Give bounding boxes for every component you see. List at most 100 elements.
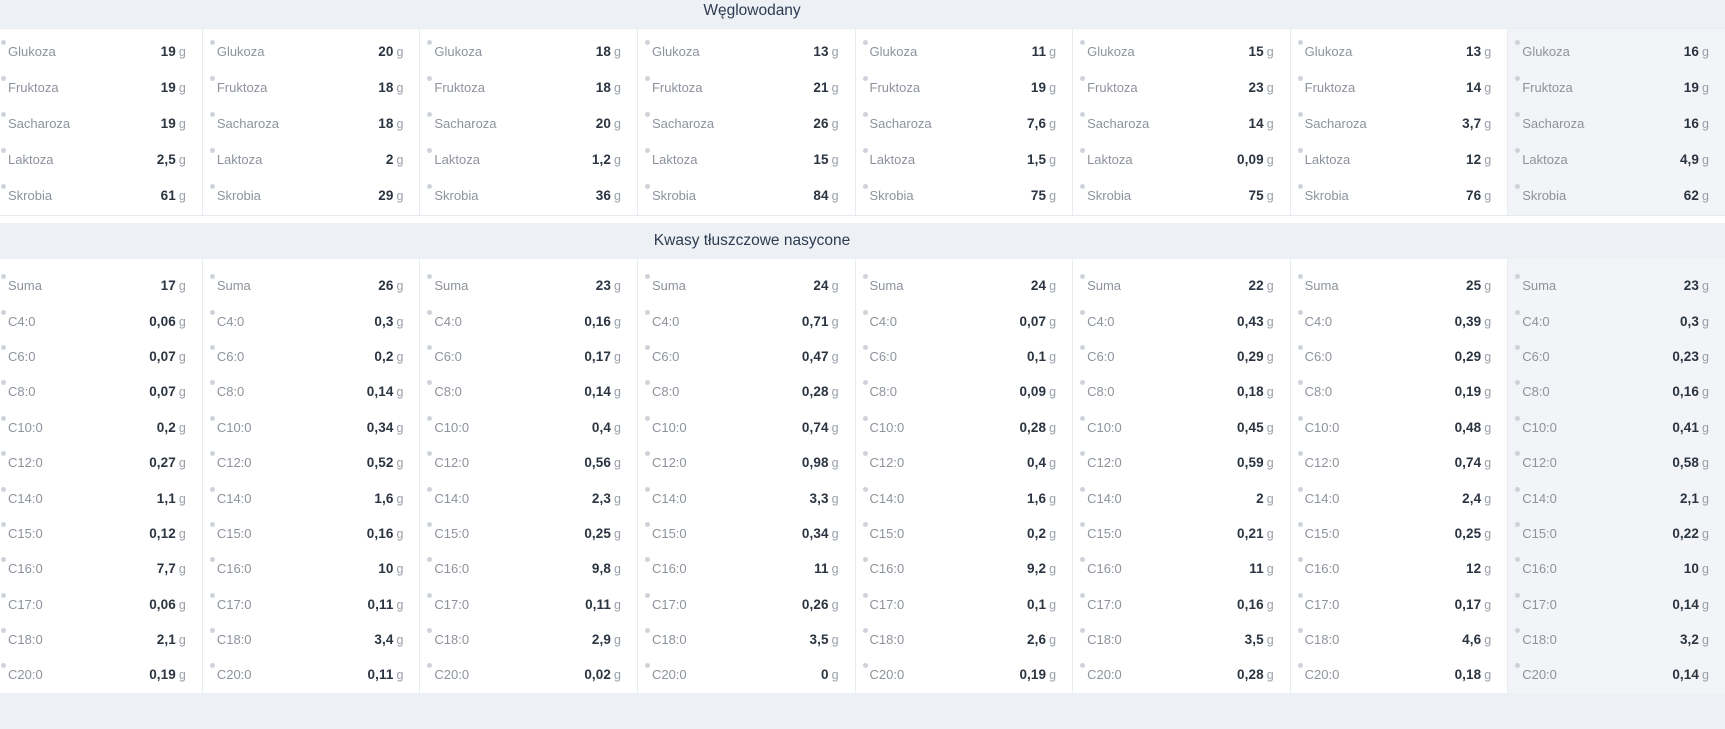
nutrient-row: Laktoza 1,2 g [427, 141, 621, 177]
nutrient-label-text: Suma [651, 278, 686, 294]
nutrient-amount: 0,1 [1027, 596, 1047, 612]
nutrient-value: 24 g [813, 278, 838, 293]
nutrient-row: Fruktoza 19 g [862, 69, 1056, 105]
nutrient-row: C18:0 2,1 g [1, 622, 186, 657]
nutrient-value: 0,09 g [1237, 152, 1274, 167]
nutrient-row: Fruktoza 19 g [1515, 69, 1709, 105]
nutrient-row: C18:0 2,9 g [427, 622, 621, 657]
nutrient-label: C18:0 [1297, 628, 1339, 647]
nutrient-value: 19 g [161, 44, 186, 59]
nutrient-row: C18:0 3,4 g [209, 622, 403, 657]
nutrient-label-text: Glukoza [216, 43, 265, 59]
info-dot-icon [1, 486, 6, 492]
info-dot-icon [1, 415, 6, 421]
section-title: Węglowodany [703, 1, 801, 19]
info-dot-icon [1297, 451, 1303, 457]
product-column-8[interactable]: Glukoza 16 g Fruktoza 19 g Sacharoza 16 … [1507, 29, 1725, 215]
nutrient-value: 10 g [1684, 561, 1709, 576]
nutrient-row: C6:0 0,2 g [209, 339, 403, 374]
info-dot-icon [862, 628, 868, 634]
nutrient-value: 0,06 g [149, 314, 186, 329]
nutrient-value: 19 g [1031, 80, 1056, 95]
nutrient-row: Suma 17 g [1, 268, 186, 303]
nutrient-row: Glukoza 18 g [427, 33, 621, 69]
info-dot-icon [1, 344, 6, 350]
unit-label: g [614, 80, 621, 95]
product-column-8[interactable]: Suma 23 g C4:0 0,3 g C6:0 0,23 g C8:0 0,… [1507, 259, 1725, 693]
unit-label: g [831, 420, 839, 435]
section-title: Kwasy tłuszczowe nasycone [653, 232, 851, 249]
info-dot-icon [862, 380, 868, 386]
nutrient-amount: 21 [813, 79, 829, 95]
info-dot-icon [862, 415, 868, 421]
unit-label: g [178, 188, 186, 203]
nutrient-row: C20:0 0 g [644, 657, 839, 692]
product-column-5[interactable]: Suma 24 g C4:0 0,07 g C6:0 0,1 g C8:0 0,… [854, 259, 1073, 693]
unit-label: g [178, 456, 186, 471]
nutrient-label-text: C15:0 [1522, 525, 1557, 541]
nutrient-section: Kwasy tłuszczowe nasycone Suma 17 g C4:0… [0, 223, 1725, 693]
unit-label: g [1266, 349, 1274, 364]
nutrient-label-text: C20:0 [651, 667, 687, 683]
unit-label: g [1702, 152, 1709, 167]
nutrient-row: Fruktoza 14 g [1297, 69, 1491, 105]
product-column-5[interactable]: Glukoza 11 g Fruktoza 19 g Sacharoza 7,6… [854, 29, 1073, 215]
nutrient-label: C10:0 [427, 415, 469, 435]
nutrient-value: 0,45 g [1237, 420, 1274, 435]
unit-label: g [614, 668, 621, 683]
nutrient-label: Laktoza [644, 147, 698, 167]
nutrient-amount: 0,3 [374, 313, 394, 329]
product-column-4[interactable]: Suma 24 g C4:0 0,71 g C6:0 0,47 g C8:0 0… [636, 259, 855, 693]
nutrient-label: C10:0 [1515, 415, 1557, 435]
nutrient-label: Suma [1, 274, 42, 293]
nutrient-amount: 7,6 [1027, 115, 1047, 131]
nutrient-label: Skrobia [209, 183, 261, 203]
product-column-3[interactable]: Suma 23 g C4:0 0,16 g C6:0 0,17 g C8:0 0… [419, 259, 637, 693]
nutrient-label-text: C18:0 [216, 632, 252, 648]
product-column-4[interactable]: Glukoza 13 g Fruktoza 21 g Sacharoza 26 … [636, 29, 855, 215]
product-column-2[interactable]: Suma 26 g C4:0 0,3 g C6:0 0,2 g C8:0 0,1… [201, 259, 420, 693]
nutrient-amount: 75 [1030, 187, 1047, 203]
nutrient-value: 75 g [1031, 188, 1056, 203]
nutrient-label: C14:0 [644, 486, 687, 506]
info-dot-icon [1297, 111, 1303, 117]
nutrient-amount: 15 [813, 151, 829, 167]
nutrient-row: C10:0 0,48 g [1297, 410, 1491, 445]
product-column-7[interactable]: Glukoza 13 g Fruktoza 14 g Sacharoza 3,7… [1289, 29, 1508, 215]
nutrient-value: 0,11 g [368, 667, 404, 682]
nutrient-label-text: C12:0 [8, 455, 43, 471]
info-dot-icon [1, 111, 6, 117]
nutrient-value: 2,6 g [1027, 632, 1056, 647]
nutrient-amount: 3,7 [1462, 115, 1482, 131]
product-column-1[interactable]: Glukoza 19 g Fruktoza 19 g Sacharoza 19 … [0, 29, 202, 215]
nutrient-amount: 24 [813, 278, 829, 294]
info-dot-icon [1297, 663, 1303, 669]
product-column-7[interactable]: Suma 25 g C4:0 0,39 g C6:0 0,29 g C8:0 0… [1289, 259, 1508, 693]
product-column-1[interactable]: Suma 17 g C4:0 0,06 g C6:0 0,07 g C8:0 0… [0, 259, 202, 693]
nutrient-label-text: C4:0 [869, 313, 897, 329]
nutrient-amount: 11 [1249, 561, 1264, 577]
product-column-6[interactable]: Suma 22 g C4:0 0,43 g C6:0 0,29 g C8:0 0… [1072, 259, 1290, 693]
nutrient-value: 0,2 g [1027, 526, 1056, 541]
product-column-3[interactable]: Glukoza 18 g Fruktoza 18 g Sacharoza 20 … [419, 29, 637, 215]
nutrient-label-text: C14:0 [8, 490, 43, 506]
info-dot-icon [209, 380, 215, 386]
nutrient-row: C14:0 1,1 g [1, 480, 186, 515]
nutrient-label: Fruktoza [862, 75, 920, 95]
unit-label: g [831, 349, 839, 364]
nutrient-value: 0,25 g [584, 526, 621, 541]
product-column-2[interactable]: Glukoza 20 g Fruktoza 18 g Sacharoza 18 … [201, 29, 420, 215]
nutrient-label: C4:0 [862, 309, 897, 329]
info-dot-icon [644, 380, 650, 386]
nutrient-row: C20:0 0,11 g [209, 657, 404, 692]
info-dot-icon [1, 557, 6, 563]
nutrient-amount: 0,07 [149, 384, 176, 400]
nutrient-value: 0,17 g [584, 349, 621, 364]
nutrient-label: C12:0 [644, 451, 687, 470]
nutrient-value: 10 g [378, 561, 403, 576]
unit-label: g [1266, 314, 1274, 329]
nutrient-row: C20:0 0,19 g [1, 657, 186, 692]
product-column-6[interactable]: Glukoza 15 g Fruktoza 23 g Sacharoza 14 … [1072, 29, 1290, 215]
nutrient-value: 24 g [1031, 278, 1056, 293]
nutrient-amount: 0,34 [801, 525, 829, 541]
